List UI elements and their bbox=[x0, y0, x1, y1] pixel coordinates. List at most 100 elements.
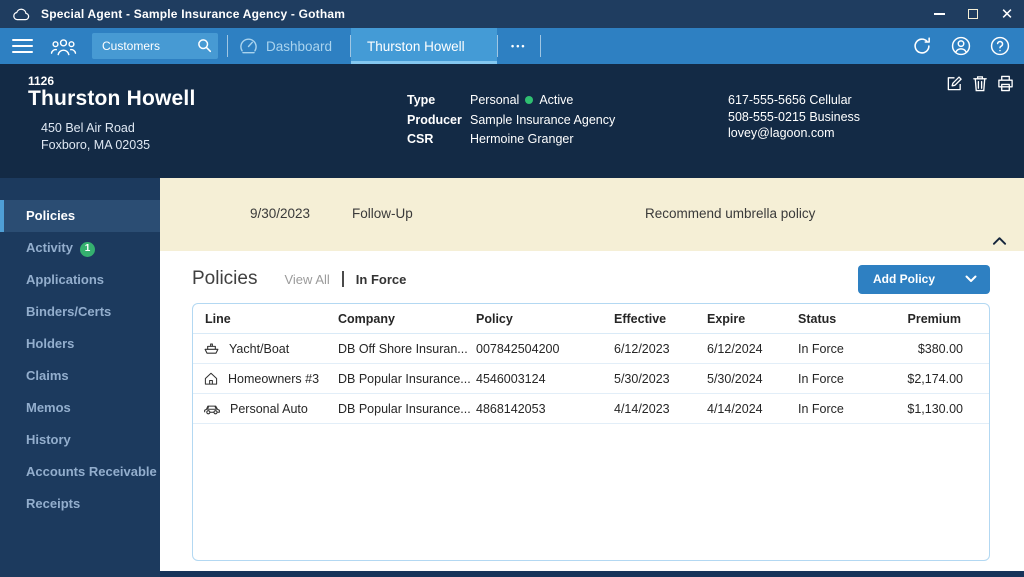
customer-contact: 617-555-5656 Cellular 508-555-0215 Busin… bbox=[728, 92, 860, 142]
customers-module-icon[interactable] bbox=[50, 37, 77, 56]
activity-note: Recommend umbrella policy bbox=[645, 206, 815, 221]
status-cell: In Force bbox=[798, 372, 899, 386]
type-label: Type bbox=[407, 92, 470, 108]
house-icon bbox=[203, 371, 219, 386]
customer-name: Thurston Howell bbox=[28, 87, 196, 111]
activity-type: Follow-Up bbox=[352, 206, 413, 221]
policy-cell: 007842504200 bbox=[476, 342, 614, 356]
account-icon[interactable] bbox=[950, 35, 972, 57]
premium-cell: $2,174.00 bbox=[899, 372, 989, 386]
filter-view-all[interactable]: View All bbox=[284, 272, 329, 287]
policy-cell: 4868142053 bbox=[476, 402, 614, 416]
customer-address: 450 Bel Air Road Foxboro, MA 02035 bbox=[41, 120, 150, 154]
sidebar-item-receipts[interactable]: Receipts bbox=[0, 488, 160, 520]
search-box bbox=[92, 33, 218, 59]
status-cell: In Force bbox=[798, 402, 899, 416]
dashboard-gauge-icon bbox=[239, 37, 258, 56]
sidebar-item-claims[interactable]: Claims bbox=[0, 360, 160, 392]
sidebar-item-history[interactable]: History bbox=[0, 424, 160, 456]
address-line-2: Foxboro, MA 02035 bbox=[41, 137, 150, 154]
more-tabs-button[interactable]: ••• bbox=[498, 28, 539, 64]
table-row[interactable]: Homeowners #3 DB Popular Insurance... 45… bbox=[193, 364, 989, 394]
expire-cell: 4/14/2024 bbox=[707, 402, 798, 416]
page-title: Policies bbox=[192, 268, 257, 290]
policy-cell: 4546003124 bbox=[476, 372, 614, 386]
minimize-button[interactable] bbox=[922, 0, 956, 28]
collapse-banner-button[interactable] bbox=[992, 236, 1007, 246]
tab-dashboard[interactable]: Dashboard bbox=[228, 28, 350, 64]
menu-icon[interactable] bbox=[12, 39, 33, 53]
line-cell: Personal Auto bbox=[230, 402, 308, 416]
bottom-edge bbox=[160, 571, 1024, 577]
policies-section: Policies View All In Force Add Policy Li… bbox=[160, 251, 1024, 571]
column-effective[interactable]: Effective bbox=[614, 312, 707, 326]
search-icon[interactable] bbox=[197, 38, 212, 53]
table-row[interactable]: Yacht/Boat DB Off Shore Insuran... 00784… bbox=[193, 334, 989, 364]
premium-cell: $1,130.00 bbox=[899, 402, 989, 416]
producer-label: Producer bbox=[407, 112, 470, 128]
company-cell: DB Off Shore Insuran... bbox=[338, 342, 476, 356]
column-expire[interactable]: Expire bbox=[707, 312, 798, 326]
type-value: Personal bbox=[470, 92, 519, 108]
csr-label: CSR bbox=[407, 131, 470, 147]
policies-table: Line Company Policy Effective Expire Sta… bbox=[192, 303, 990, 561]
effective-cell: 4/14/2023 bbox=[614, 402, 707, 416]
address-line-1: 450 Bel Air Road bbox=[41, 120, 150, 137]
email-address: lovey@lagoon.com bbox=[728, 125, 860, 142]
filter-divider bbox=[342, 271, 344, 287]
tab-customer[interactable]: Thurston Howell bbox=[351, 28, 497, 64]
company-cell: DB Popular Insurance... bbox=[338, 372, 476, 386]
activity-date: 9/30/2023 bbox=[250, 206, 310, 221]
filter-in-force[interactable]: In Force bbox=[356, 272, 407, 287]
edit-icon[interactable] bbox=[946, 75, 963, 92]
tab-dashboard-label: Dashboard bbox=[266, 39, 332, 54]
title-bar: Special Agent - Sample Insurance Agency … bbox=[0, 0, 1024, 28]
window-title: Special Agent - Sample Insurance Agency … bbox=[41, 7, 345, 21]
column-policy[interactable]: Policy bbox=[476, 312, 614, 326]
effective-cell: 5/30/2023 bbox=[614, 372, 707, 386]
table-row[interactable]: Personal Auto DB Popular Insurance... 48… bbox=[193, 394, 989, 424]
customer-number: 1126 bbox=[28, 74, 54, 88]
sidebar-item-accounts-receivable[interactable]: Accounts Receivable bbox=[0, 456, 160, 488]
add-policy-label: Add Policy bbox=[873, 272, 935, 286]
sidebar-item-holders[interactable]: Holders bbox=[0, 328, 160, 360]
sidebar-item-activity[interactable]: Activity1 bbox=[0, 232, 160, 264]
activity-banner: 9/30/2023 Follow-Up Recommend umbrella p… bbox=[160, 178, 1024, 251]
phone-cellular: 617-555-5656 Cellular bbox=[728, 92, 860, 109]
premium-cell: $380.00 bbox=[899, 342, 989, 356]
sidebar-item-policies[interactable]: Policies bbox=[0, 200, 160, 232]
chevron-up-icon bbox=[992, 236, 1007, 246]
line-cell: Homeowners #3 bbox=[228, 372, 319, 386]
maximize-button[interactable] bbox=[956, 0, 990, 28]
close-button[interactable]: ✕ bbox=[990, 0, 1024, 28]
active-status-dot bbox=[525, 96, 533, 104]
add-policy-button[interactable]: Add Policy bbox=[858, 265, 990, 294]
effective-cell: 6/12/2023 bbox=[614, 342, 707, 356]
customer-details: Type Personal Active Producer Sample Ins… bbox=[407, 92, 615, 147]
column-premium[interactable]: Premium bbox=[899, 312, 989, 326]
nav-separator bbox=[540, 35, 541, 57]
activity-count-badge: 1 bbox=[80, 242, 95, 257]
sidebar-item-memos[interactable]: Memos bbox=[0, 392, 160, 424]
expire-cell: 5/30/2024 bbox=[707, 372, 798, 386]
cloud-icon bbox=[12, 8, 31, 21]
refresh-icon[interactable] bbox=[911, 35, 933, 57]
sidebar: Policies Activity1 Applications Binders/… bbox=[0, 178, 160, 577]
column-status[interactable]: Status bbox=[798, 312, 899, 326]
sidebar-item-binders-certs[interactable]: Binders/Certs bbox=[0, 296, 160, 328]
csr-value: Hermoine Granger bbox=[470, 131, 615, 147]
customer-header: 1126 Thurston Howell 450 Bel Air Road Fo… bbox=[0, 64, 1024, 178]
sidebar-item-applications[interactable]: Applications bbox=[0, 264, 160, 296]
column-company[interactable]: Company bbox=[338, 312, 476, 326]
tab-customer-label: Thurston Howell bbox=[367, 39, 465, 54]
help-icon[interactable] bbox=[989, 35, 1011, 57]
column-line[interactable]: Line bbox=[193, 312, 338, 326]
line-cell: Yacht/Boat bbox=[229, 342, 289, 356]
company-cell: DB Popular Insurance... bbox=[338, 402, 476, 416]
app-window: Special Agent - Sample Insurance Agency … bbox=[0, 0, 1024, 577]
producer-value: Sample Insurance Agency bbox=[470, 112, 615, 128]
nav-bar: Dashboard Thurston Howell ••• bbox=[0, 28, 1024, 64]
status-cell: In Force bbox=[798, 342, 899, 356]
delete-icon[interactable] bbox=[972, 75, 988, 92]
print-icon[interactable] bbox=[997, 75, 1014, 92]
